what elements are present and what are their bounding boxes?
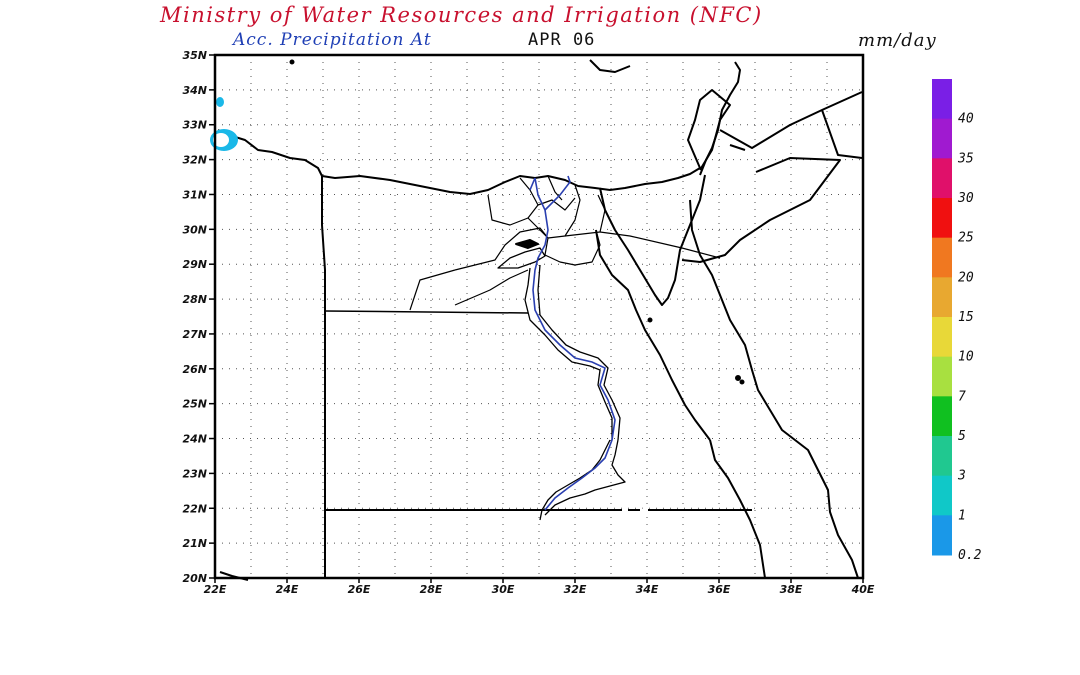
units-label: mm/day xyxy=(858,30,937,51)
colorbar-segment xyxy=(932,515,952,556)
saudi-northern-border xyxy=(729,109,863,159)
colorbar-segment xyxy=(932,396,952,437)
colorbar-label: 1 xyxy=(958,508,966,523)
lat-tick-label: 35N xyxy=(182,49,207,62)
colorbar-segment xyxy=(932,475,952,516)
colorbar: 40 35 30 25 20 15 10 7 5 3 1 0.2 xyxy=(932,79,982,563)
lat-tick-label: 26N xyxy=(182,363,207,376)
lat-tick-label: 24N xyxy=(182,433,207,446)
lat-tick-label: 25N xyxy=(182,398,207,411)
lon-tick-label: 32E xyxy=(564,583,587,596)
colorbar-label: 5 xyxy=(958,429,966,444)
colorbar-segment xyxy=(932,118,952,159)
lon-tick-label: 28E xyxy=(420,583,443,596)
lake-qarun xyxy=(497,247,546,269)
levant-borders xyxy=(687,89,731,171)
nile-valley-outline xyxy=(524,264,626,521)
lon-tick-label: 38E xyxy=(780,583,803,596)
lat-tick-label: 33N xyxy=(182,119,207,132)
colorbar-label: 7 xyxy=(958,389,966,404)
lat-tick-label: 27N xyxy=(182,328,207,341)
lon-tick-label: 30E xyxy=(492,583,515,596)
colorbar-label: 35 xyxy=(957,151,974,166)
lon-tick-label: 34E xyxy=(636,583,659,596)
lat-tick-label: 28N xyxy=(182,293,207,306)
map-frame xyxy=(213,53,865,580)
colorbar-segment xyxy=(932,436,952,477)
colorbar-segment xyxy=(932,356,952,397)
north-coastline-fragment xyxy=(589,59,631,73)
lon-tick-label: 24E xyxy=(276,583,299,596)
nile-river xyxy=(529,175,616,511)
lat-tick-label: 29N xyxy=(182,258,207,271)
lat-tick-label: 31N xyxy=(182,188,207,201)
lon-tick-label: 26E xyxy=(348,583,371,596)
lat-tick-label: 30N xyxy=(182,223,207,236)
map-grid: 35N 34N 33N 32N 31N 30N 29N 28N 27N 26N 25N 24N 23N 2… xyxy=(182,49,874,596)
delta-governorates xyxy=(409,175,721,311)
colorbar-segment xyxy=(932,198,952,239)
colorbar-label: 40 xyxy=(958,112,974,127)
colorbar-label: 0.2 xyxy=(958,548,982,563)
colorbar-segment xyxy=(932,277,952,318)
lat-tick-label: 20N xyxy=(182,572,207,585)
colorbar-label: 25 xyxy=(958,231,974,246)
red-sea-west-coast xyxy=(709,439,766,579)
precipitation-area xyxy=(210,97,238,151)
map-date: APR 06 xyxy=(528,30,596,50)
colorbar-label: 10 xyxy=(958,350,974,365)
lon-tick-label: 22E xyxy=(204,583,227,596)
colorbar-label: 20 xyxy=(958,270,974,285)
lat-tick-label: 34N xyxy=(182,84,207,97)
mediterranean-coastline xyxy=(217,129,701,195)
saudi-jordan-border xyxy=(681,157,841,263)
lat-tick-label: 23N xyxy=(182,467,207,480)
colorbar-segment xyxy=(932,317,952,358)
sinai-peninsula xyxy=(599,174,706,306)
latitude-line-27n xyxy=(324,310,529,314)
gulf-of-suez-coast xyxy=(595,229,711,441)
jordan-border xyxy=(719,91,863,149)
colorbar-segment xyxy=(932,237,952,278)
lat-tick-label: 22N xyxy=(182,502,207,515)
colorbar-segment xyxy=(932,79,952,120)
lon-tick-label: 40E xyxy=(851,583,875,596)
map-title: Ministry of Water Resources and Irrigati… xyxy=(160,3,763,27)
colorbar-segment xyxy=(932,158,952,199)
lat-tick-label: 32N xyxy=(182,154,207,167)
colorbar-label: 30 xyxy=(957,191,974,206)
libya-egypt-border xyxy=(321,176,326,578)
lake-qarun-fill xyxy=(515,239,539,249)
colorbar-label: 15 xyxy=(958,310,974,325)
lon-tick-label: 36E xyxy=(708,583,731,596)
colorbar-label: 3 xyxy=(957,469,966,484)
map-subtitle-label: Acc. Precipitation At xyxy=(233,30,432,50)
country-borders xyxy=(217,59,863,581)
lat-tick-label: 21N xyxy=(182,537,207,550)
